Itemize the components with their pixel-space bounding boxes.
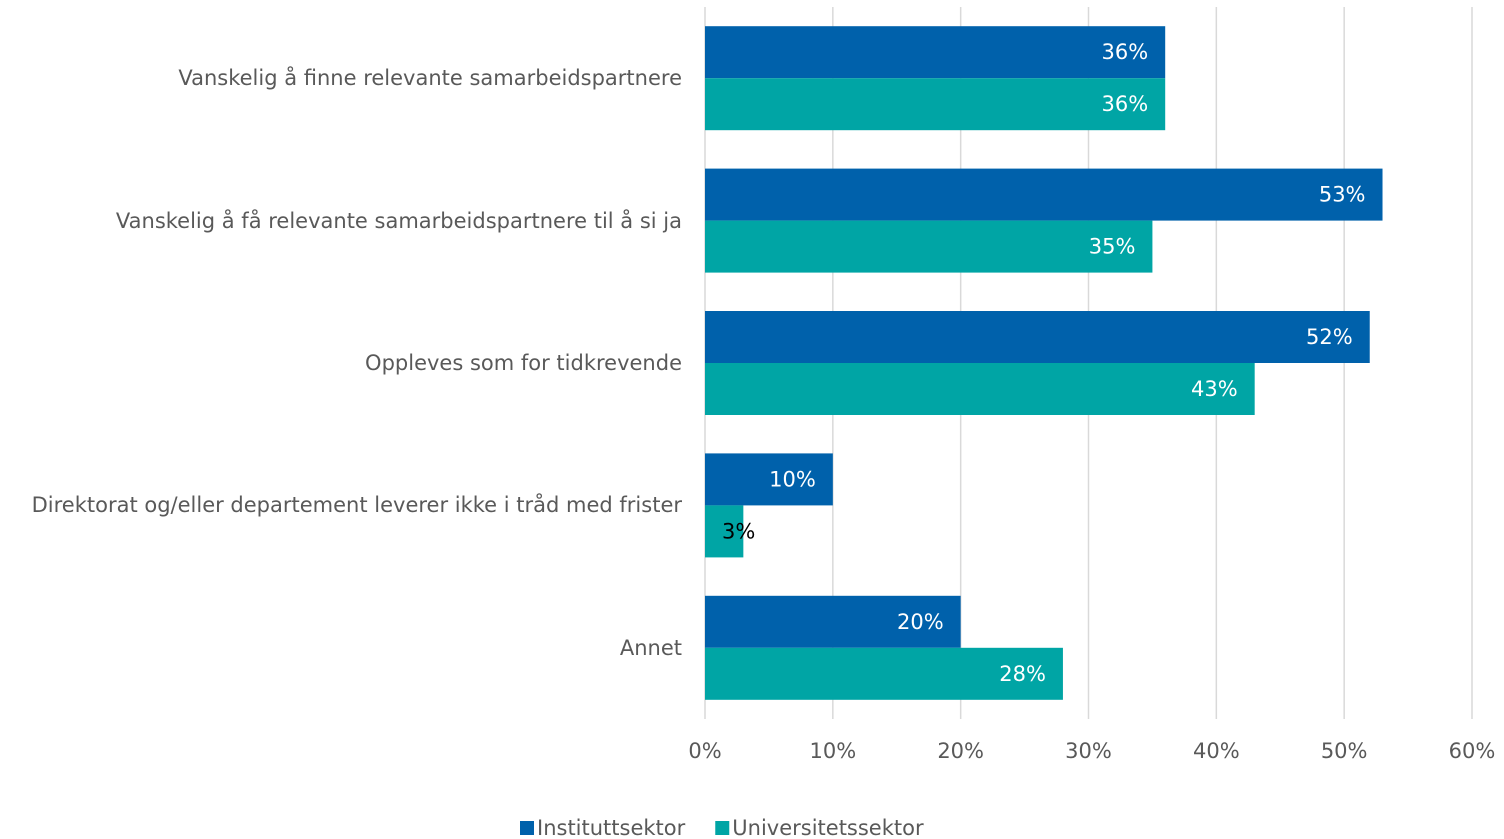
category-label: Direktorat og/eller departement leverer … [31,493,682,518]
x-tick-label: 40% [1193,739,1240,763]
data-label: 10% [769,467,816,491]
data-label: 35% [1089,235,1136,259]
bar [705,363,1255,415]
category-label: Annet [619,635,682,660]
data-label: 20% [897,610,944,634]
x-tick-label: 30% [1065,739,1112,763]
bar [705,647,1063,700]
bar [705,311,1370,363]
bar [705,505,744,558]
bar [705,78,1166,131]
legend-label: Universitetssektor [732,816,924,839]
x-tick-label: 10% [809,739,856,763]
category-label: Oppleves som for tidkrevende [365,351,682,375]
data-label: 53% [1319,183,1366,207]
x-tick-label: 0% [688,739,721,763]
data-label: 52% [1306,325,1353,349]
data-label: 43% [1191,377,1238,401]
bar [705,453,833,506]
legend-swatch [715,821,730,835]
category-label: Vanskelig å få relevante samarbeidspartn… [115,208,682,233]
bar [705,168,1383,221]
data-label: 36% [1102,92,1149,116]
bar [705,26,1166,79]
data-label: 36% [1102,40,1149,64]
bar [705,595,961,648]
legend-swatch [520,821,534,835]
x-tick-label: 60% [1449,739,1496,763]
x-tick-label: 50% [1321,739,1368,763]
x-tick-label: 20% [937,739,984,763]
bar [705,220,1153,273]
data-label: 28% [999,662,1046,686]
category-label: Vanskelig å finne relevante samarbeidspa… [178,66,682,91]
data-label: 3% [722,519,755,543]
legend-label: Instituttsektor [537,816,686,839]
